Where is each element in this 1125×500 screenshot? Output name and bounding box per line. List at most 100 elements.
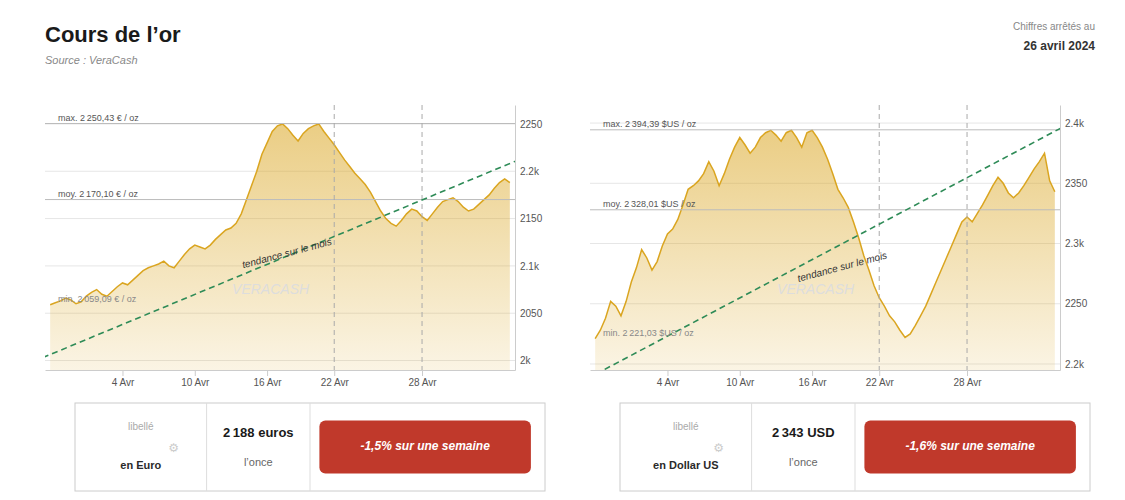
tick-mark [967,370,968,376]
change-badge [319,421,531,474]
x-tick: 16 Avr [254,370,283,388]
source: Source : VeraCash [45,54,138,66]
summary-unit: l’once [244,456,273,468]
y-tick-label: 2.2k [1065,359,1085,370]
y-tick-label: 2.2k [520,166,540,177]
summary-frame [620,403,1090,491]
x-tick: 10 Avr [726,370,755,388]
date: 26 avril 2024 [1024,39,1096,53]
summary-divider [310,403,311,491]
summary-icon: ⚙ [168,441,179,455]
vertical-line [334,105,335,370]
x-tick: 16 Avr [799,370,828,388]
tick-mark [422,370,423,376]
y-tick: 2350 [1060,178,1088,189]
x-tick: 22 Avr [866,370,895,388]
tick-mark [334,370,335,376]
summary-divider [751,403,752,491]
summary-label: libellé [673,421,699,432]
tick-mark [740,370,741,376]
x-tick-label: 4 Avr [112,377,135,388]
summary-divider [206,403,207,491]
mean-label: moy. 2 170,10 € / oz [58,189,139,199]
date-label: Chiffres arrêtés au [1013,21,1095,32]
x-tick: 28 Avr [408,370,437,388]
watermark: VERACASH [232,281,310,297]
y-tick-label: 2050 [520,308,543,319]
max-line [45,123,515,124]
mean-label: moy. 2 328,01 $US / oz [603,199,696,209]
x-tick-label: 28 Avr [953,377,982,388]
vertical-line [879,105,880,370]
trend-line [45,157,515,365]
axis-line [1060,106,1061,371]
y-tick: 2050 [515,308,543,319]
y-tick: 2k [515,355,532,366]
x-tick: 4 Avr [112,370,135,388]
y-tick-label: 2150 [520,213,543,224]
summary-icon: ⚙ [713,441,724,455]
y-tick-label: 2350 [1065,178,1088,189]
plot-area [590,105,1060,370]
annotations: VERACASHmax. 2 250,43 € / ozmoy. 2 170,1… [58,113,333,304]
vertical-line [422,105,423,370]
x-tick: 22 Avr [321,370,350,388]
trend-label: tendance sur le mois [241,236,333,271]
summary-value: 2 188 euros [223,425,294,440]
tick-mark [879,370,880,376]
y-tick: 2250 [515,119,543,130]
trend-label: tendance sur le mois [796,249,888,284]
axis-line [515,106,516,371]
tick-mark [667,370,668,376]
max-label: max. 2 394,39 $US / oz [603,119,697,129]
line [595,130,1055,338]
y-tick: 2250 [1060,298,1088,309]
summary-value: 2 343 USD [772,425,835,440]
y-tick-label: 2.1k [520,261,540,272]
y-tick: 2150 [515,213,543,224]
x-tick: 4 Avr [657,370,680,388]
summary-frame [75,403,545,491]
x-tick: 28 Avr [953,370,982,388]
summary-currency: en Euro [120,459,161,471]
y-tick-label: 2.3k [1065,238,1085,249]
trend-line [590,123,1060,370]
x-axis: 4 Avr 10 Avr 16 Avr 22 Avr 28 Avr [46,370,516,388]
summary-divider [855,403,856,491]
change-label: -1,6% sur une semaine [905,439,1035,453]
x-tick: 10 Avr [181,370,210,388]
summary-unit: l’once [789,456,818,468]
x-tick-label: 16 Avr [254,377,283,388]
summary-currency: en Dollar US [653,459,718,471]
min-label: min. 2 059,09 € / oz [58,294,137,304]
x-tick-label: 4 Avr [657,377,680,388]
y-tick-label: 2250 [1065,298,1088,309]
tick-mark [267,370,268,376]
vertical-line [967,105,968,370]
min-label: min. 2 221,03 $US / oz [603,328,694,338]
change-label: -1,5% sur une semaine [360,439,490,453]
axis-line [591,370,1061,371]
title: Cours de l’or [45,22,181,47]
mean-line [45,199,515,200]
panel: VERACASHmax. 2 250,43 € / ozmoy. 2 170,1… [24,105,542,388]
y-tick: 2.1k [515,261,540,272]
area [595,130,1055,370]
max-line [590,129,1060,130]
tick-mark [195,370,196,376]
x-tick-label: 22 Avr [866,377,895,388]
summary-box: libellé ⚙ en Dollar US 2 343 USD l’once -1,6%… [620,403,1090,491]
summary-box: libellé⚙en Euro2 188 eurosl’once-1,5% su… [75,403,545,491]
chart-canvas: Cours de l’or Source : VeraCash Chiffres a… [0,0,1125,500]
y-tick: 2.4k [1060,118,1085,129]
y-axis: 2.2k 2250 2.3k 2350 2.4k [1060,106,1088,371]
line [50,124,510,305]
annotations: VERACASHmax. 2 394,39 $US / ozmoy. 2 328… [603,119,888,338]
mean-line [590,209,1060,210]
x-tick-label: 16 Avr [799,377,828,388]
panel: VERACASHmax. 2 394,39 $US / ozmoy. 2 328… [569,105,1087,388]
x-tick-label: 28 Avr [408,377,437,388]
tick-mark [812,370,813,376]
y-axis: 2k 2050 2.1k 2150 2.2k 2250 [515,106,543,371]
x-tick-label: 22 Avr [321,377,350,388]
